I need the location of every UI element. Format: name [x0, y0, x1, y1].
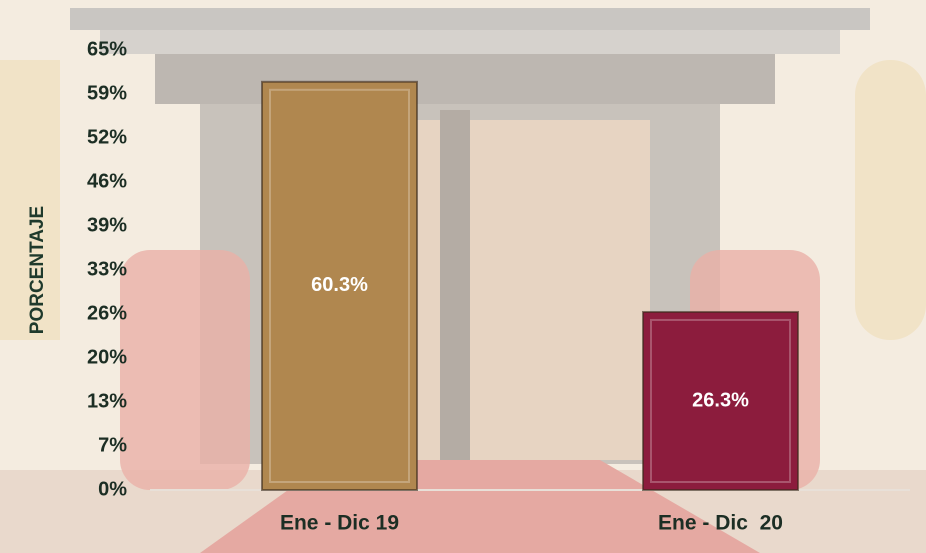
y-tick-label: 33% [87, 258, 127, 280]
y-tick-label: 26% [87, 302, 127, 324]
value-label: 26.3% [692, 389, 749, 411]
y-tick-label: 46% [87, 170, 127, 192]
y-tick-label: 39% [87, 214, 127, 236]
x-tick-label: Ene - Dic 19 [280, 512, 399, 535]
y-axis-label: PORCENTAJE [27, 206, 48, 334]
x-tick-label: Ene - Dic 20 [658, 512, 783, 535]
y-tick-label: 20% [87, 346, 127, 368]
y-tick-label: 65% [87, 38, 127, 60]
chart: PORCENTAJE 0% 7% 13% 20% 26% 33% 39% 46% 52% 59% 6… [0, 0, 926, 553]
y-tick-label: 7% [98, 434, 127, 456]
value-label: 60.3% [311, 274, 368, 296]
y-tick-label: 0% [98, 478, 127, 500]
y-tick-label: 52% [87, 126, 127, 148]
y-tick-label: 13% [87, 390, 127, 412]
y-tick-label: 59% [87, 82, 127, 104]
